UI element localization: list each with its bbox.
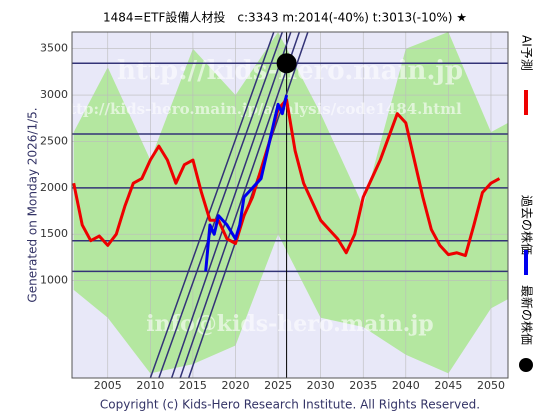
legend-swatch <box>519 358 533 372</box>
y-tick-label: 2000 <box>40 181 68 194</box>
y-tick-label: 1500 <box>40 227 68 240</box>
x-tick-label: 2050 <box>477 379 505 392</box>
line <box>204 94 289 272</box>
plot: http://kids-hero.main.jphttp://kids-hero… <box>58 32 508 378</box>
x-tick-label: 2020 <box>222 379 250 392</box>
x-tick-label: 2040 <box>392 379 420 392</box>
watermark: http://kids-hero.main.jp/analysis/code14… <box>58 100 462 118</box>
x-tick-label: 2045 <box>434 379 462 392</box>
chart-title: 1484=ETF設備人材投 c:3343 m:2014(-40%) t:3013… <box>103 10 467 25</box>
trend-line <box>179 32 301 378</box>
x-tick-label: 2005 <box>94 379 122 392</box>
legend-label: 過去の株価 <box>520 195 535 255</box>
y-tick-label: 1000 <box>40 274 68 287</box>
x-tick-label: 2015 <box>179 379 207 392</box>
x-tick-label: 2030 <box>307 379 335 392</box>
x-tick-label: 2035 <box>349 379 377 392</box>
side-note: Generated on Monday 2026/1/5. <box>26 107 40 302</box>
footer: Copyright (c) Kids-Hero Research Institu… <box>100 398 480 412</box>
y-tick-label: 2500 <box>40 134 68 147</box>
legend-label: AI予測 <box>520 35 534 71</box>
latest-point <box>276 53 297 74</box>
watermark: info@kids-hero.main.jp <box>146 311 433 337</box>
y-tick-label: 3500 <box>40 42 68 55</box>
x-tick-label: 2025 <box>264 379 292 392</box>
trend-line <box>158 32 284 378</box>
plot-frame <box>71 31 509 379</box>
x-tick-label: 2010 <box>136 379 164 392</box>
trend-line <box>149 32 275 378</box>
legend-label: 最新の株価 <box>520 285 535 345</box>
trend-line <box>170 32 292 378</box>
y-tick-label: 3000 <box>40 88 68 101</box>
